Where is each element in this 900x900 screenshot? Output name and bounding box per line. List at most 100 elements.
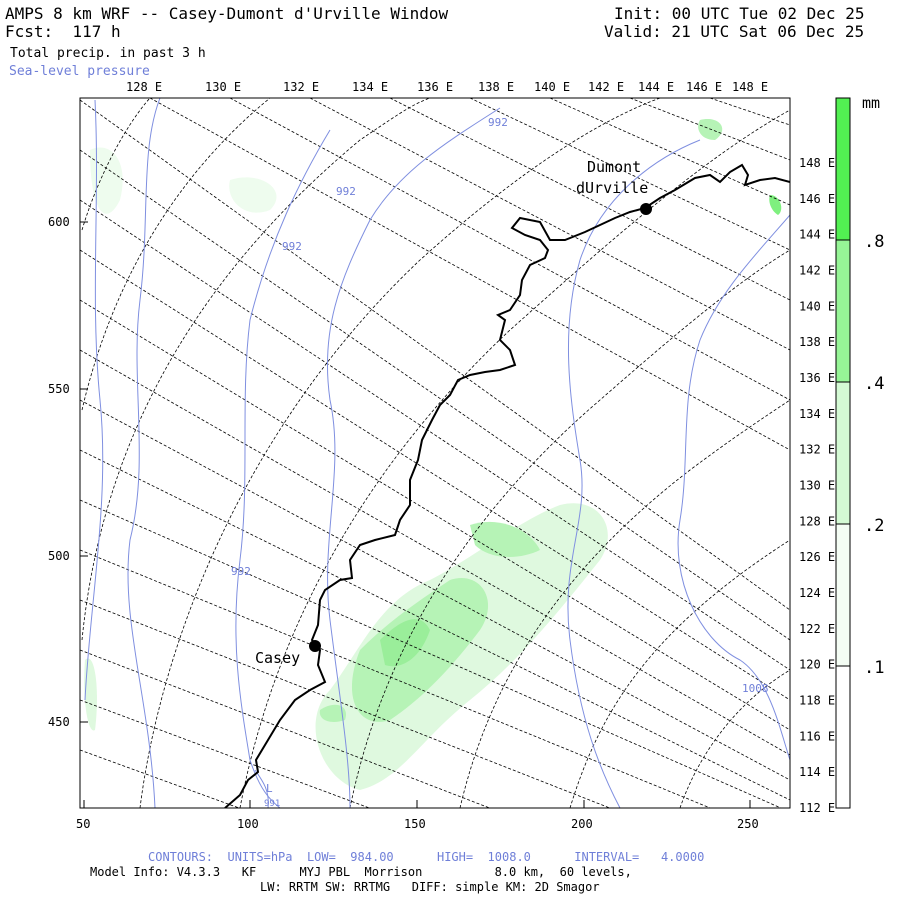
colorbar-segment-0.2	[836, 382, 850, 524]
parallel-line	[679, 669, 790, 808]
right-lon-label: 130 E	[799, 479, 835, 493]
colorbar: mm .8 .4 .2 .1	[835, 94, 884, 809]
precip-area-left	[84, 658, 97, 731]
meridian-line	[80, 249, 790, 701]
overlay-name: Sea-level pressure	[9, 64, 150, 79]
right-lon-label: 136 E	[799, 371, 835, 385]
colorbar-level: .1	[864, 658, 884, 678]
top-lon-label: 132 E	[283, 80, 319, 94]
meridian-line	[80, 399, 790, 781]
colorbar-level: .8	[864, 232, 884, 252]
parallel-line	[81, 98, 431, 641]
top-lon-label: 148 E	[732, 80, 768, 94]
map-title: AMPS 8 km WRF -- Casey-Dumont d'Urville …	[5, 4, 449, 23]
station-dumont-label-line2: dUrville	[576, 179, 648, 197]
x-tick-label: 250	[737, 817, 759, 831]
y-tick-label: 550	[48, 382, 70, 396]
station-casey-marker	[309, 640, 321, 652]
physics-info: LW: RRTM SW: RRTMG DIFF: simple KM: 2D S…	[260, 880, 600, 894]
right-lon-label: 114 E	[799, 765, 835, 779]
top-lon-label: 128 E	[126, 80, 162, 94]
right-lon-label: 138 E	[799, 335, 835, 349]
model-info: Model Info: V4.3.3 KF MYJ PBL Morrison 8…	[90, 865, 632, 879]
right-lon-label: 118 E	[799, 694, 835, 708]
parallel-line	[239, 109, 790, 808]
meridian-line	[80, 299, 790, 731]
parallel-line	[81, 98, 151, 231]
precip-area-nw	[90, 147, 123, 214]
contour-info: CONTOURS: UNITS=hPa LOW= 984.00 HIGH= 10…	[148, 850, 705, 864]
colorbar-level: .2	[864, 516, 884, 536]
contour-label: 991	[264, 799, 280, 809]
precip-shading	[84, 119, 782, 790]
colorbar-frame	[835, 97, 851, 809]
top-lon-label: 130 E	[205, 80, 241, 94]
map-frame	[79, 97, 791, 809]
colorbar-segment-0.8	[836, 98, 850, 240]
axis-ticks	[80, 221, 751, 808]
station-dumont-durville-marker	[640, 203, 652, 215]
isobar	[567, 139, 701, 808]
x-tick-label: 150	[404, 817, 426, 831]
parallel-line	[569, 539, 790, 808]
y-tick-label: 600	[48, 215, 70, 229]
forecast-hour: Fcst: 117 h	[5, 22, 121, 41]
right-lon-label: 142 E	[799, 264, 835, 278]
meridian-line	[309, 98, 790, 351]
precip-area-west	[319, 704, 346, 722]
parallel-line	[81, 98, 271, 411]
meridian-line	[80, 349, 790, 756]
colorbar-segment-0.1	[836, 524, 850, 666]
right-lon-label: 112 E	[799, 801, 835, 815]
meridian-line	[80, 199, 790, 671]
contour-label: L	[266, 782, 273, 795]
precip-area-core	[380, 619, 430, 667]
colorbar-segment-min	[836, 666, 850, 808]
contour-label: 992	[231, 565, 251, 578]
top-lon-label: 140 E	[534, 80, 570, 94]
colorbar-level: .4	[864, 374, 884, 394]
meridian-line	[149, 98, 790, 451]
top-lon-label: 142 E	[588, 80, 624, 94]
colorbar-segment-0.4	[836, 240, 850, 382]
meridian-line	[80, 499, 782, 808]
right-lon-label: 126 E	[799, 550, 835, 564]
right-lon-label: 146 E	[799, 192, 835, 206]
colorbar-unit: mm	[862, 94, 880, 112]
isobar	[235, 129, 331, 808]
meridian-line	[469, 98, 790, 251]
meridian-line	[80, 549, 712, 808]
contour-label: 992	[282, 240, 302, 253]
x-tick-label: 100	[237, 817, 259, 831]
lat-lon-grid	[80, 98, 790, 808]
isobar	[84, 99, 104, 701]
right-lon-label: 122 E	[799, 622, 835, 636]
meridian-line	[80, 149, 790, 641]
top-lon-label: 136 E	[417, 80, 453, 94]
right-lon-label: 132 E	[799, 443, 835, 457]
precip-area-east	[470, 521, 540, 557]
right-lon-labels: 148 E 146 E 144 E 142 E 140 E 138 E 136 E 134 E…	[799, 156, 835, 815]
top-lon-label: 146 E	[686, 80, 722, 94]
station-casey-label: Casey	[255, 649, 300, 667]
meridian-line	[549, 98, 790, 206]
precip-area-ne	[698, 119, 723, 140]
meridian-line	[709, 98, 790, 126]
station-dumont-label-line1: Dumont	[587, 158, 641, 176]
isobar	[677, 214, 790, 761]
meridian-line	[80, 699, 371, 808]
meridian-line	[80, 449, 790, 801]
meridian-line	[389, 98, 790, 301]
right-lon-label: 144 E	[799, 228, 835, 242]
parallel-line	[349, 249, 790, 808]
right-lon-label: 120 E	[799, 658, 835, 672]
contour-label: 992	[336, 185, 356, 198]
init-time: Init: 00 UTC Tue 02 Dec 25	[614, 4, 865, 23]
top-lon-label: 138 E	[478, 80, 514, 94]
top-lon-label: 144 E	[638, 80, 674, 94]
meridian-line	[629, 98, 790, 161]
right-lon-label: 148 E	[799, 156, 835, 170]
field-name: Total precip. in past 3 h	[10, 46, 206, 61]
x-tick-label: 200	[571, 817, 593, 831]
